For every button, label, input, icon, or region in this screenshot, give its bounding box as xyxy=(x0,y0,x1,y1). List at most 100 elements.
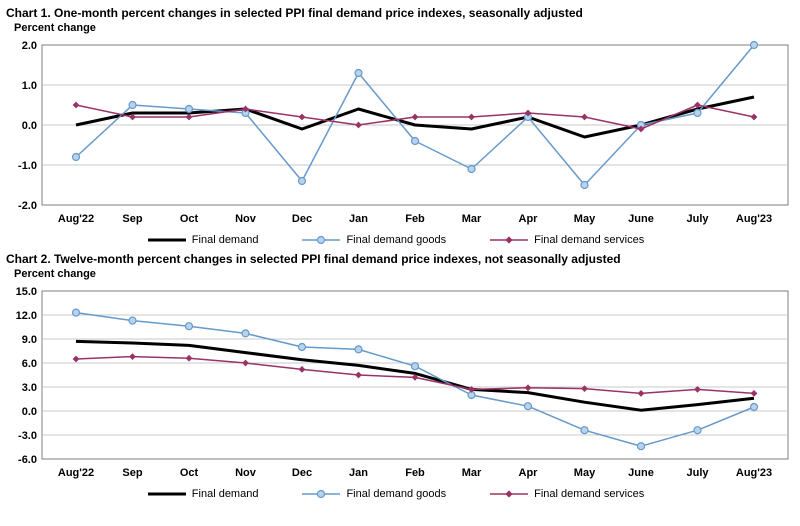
y-tick-label: -2.0 xyxy=(18,200,37,212)
y-tick-label: 0.0 xyxy=(22,406,37,418)
x-tick-label: Sep xyxy=(122,213,142,225)
legend-label: Final demand xyxy=(191,234,259,246)
x-tick-label: Aug'23 xyxy=(736,467,772,479)
x-tick-label: Mar xyxy=(462,213,482,225)
diamond-marker xyxy=(355,121,362,129)
chart-2-svg: -6.0 -3.0 0.0 3.0 6.0 9.0 12.0 15.0 Aug'22 Sep Oct… xyxy=(16,286,789,479)
circle-marker xyxy=(749,40,759,50)
diamond-marker xyxy=(524,384,532,392)
diamond-marker xyxy=(637,390,645,397)
chart1-plot-area: -2.0 -1.0 0.0 1.0 2.0 Aug'22 Sep Oct Nov Dec Jan Fe… xyxy=(2,35,800,231)
circle-marker xyxy=(523,402,533,411)
diamond-marker xyxy=(129,113,136,121)
circle-marker xyxy=(354,68,363,78)
x-tick-label: July xyxy=(686,213,709,225)
legend-label: Final demand services xyxy=(534,234,645,246)
x-tick-label: Aug'23 xyxy=(736,213,772,225)
legend-line-sample xyxy=(490,490,529,498)
y-tick-label: 2.0 xyxy=(22,40,37,52)
chart2-plot-area: -6.0 -3.0 0.0 3.0 6.0 9.0 12.0 15.0 Aug'22 Sep Oct… xyxy=(2,281,800,485)
x-tick-label: May xyxy=(574,467,596,479)
diamond-marker xyxy=(298,113,306,121)
x-tick-label: Feb xyxy=(405,213,425,225)
legend-label: Final demand goods xyxy=(346,488,447,500)
legend-line-sample xyxy=(302,235,341,245)
y-tick-label: -3.0 xyxy=(18,430,37,442)
y-tick-label: -1.0 xyxy=(18,160,37,172)
x-tick-label: Apr xyxy=(519,213,539,225)
legend-item-final-demand: Final demand xyxy=(147,234,259,246)
x-tick-label: May xyxy=(574,213,596,225)
diamond-marker xyxy=(129,353,136,360)
x-tick-label: Aug'22 xyxy=(58,467,94,479)
legend-item-final-demand-goods: Final demand goods xyxy=(302,488,446,500)
y-tick-label: 1.0 xyxy=(22,80,37,92)
y-tick-label: 3.0 xyxy=(22,382,37,394)
circle-marker xyxy=(580,180,589,190)
x-tick-label: Jan xyxy=(349,213,368,225)
diamond-marker xyxy=(355,371,362,379)
circle-marker xyxy=(184,322,194,331)
y-tick-label: 12.0 xyxy=(16,310,37,322)
y-tick-label: 6.0 xyxy=(22,358,37,370)
chart2-section: Chart 2. Twelve-month percent changes in… xyxy=(0,252,800,500)
chart1-y-axis-label: Percent change xyxy=(14,22,96,34)
diamond-marker xyxy=(298,366,306,373)
x-tick-label: Dec xyxy=(292,213,312,225)
circle-marker xyxy=(580,426,589,435)
y-tick-label: 9.0 xyxy=(22,334,37,346)
circle-marker xyxy=(241,329,250,338)
diamond-marker xyxy=(468,386,475,393)
legend-item-final-demand-services: Final demand services xyxy=(490,488,644,500)
y-tick-label: 0.0 xyxy=(22,120,37,132)
x-tick-label: Mar xyxy=(462,467,482,479)
diamond-marker xyxy=(72,101,80,109)
chart2-legend: Final demand Final demand goods Final dema… xyxy=(0,488,792,500)
diamond-marker xyxy=(637,125,645,133)
chart1-legend: Final demand Final demand goods Final dema… xyxy=(0,234,792,246)
x-tick-label: Apr xyxy=(519,467,539,479)
x-tick-label: June xyxy=(628,213,654,225)
legend-item-final-demand-services: Final demand services xyxy=(490,234,644,246)
series-line-final-demand xyxy=(75,339,755,412)
legend-item-final-demand: Final demand xyxy=(147,488,259,500)
circle-marker xyxy=(297,342,307,352)
chart2-title: Chart 2. Twelve-month percent changes in… xyxy=(6,252,621,266)
diamond-marker xyxy=(581,385,588,392)
y-tick-label: 15.0 xyxy=(16,286,37,298)
circle-marker xyxy=(128,316,137,325)
x-tick-label: Sep xyxy=(122,467,142,479)
diamond-marker xyxy=(694,386,701,393)
x-tick-label: Oct xyxy=(180,467,199,479)
circle-marker xyxy=(71,308,81,317)
legend-line-sample xyxy=(147,492,186,496)
diamond-marker xyxy=(411,113,419,121)
circle-marker xyxy=(693,426,702,435)
circle-marker xyxy=(354,345,363,354)
x-tick-label: Oct xyxy=(180,213,199,225)
x-tick-label: Nov xyxy=(235,467,257,479)
legend-label: Final demand xyxy=(191,488,259,500)
circle-marker xyxy=(749,402,759,412)
diamond-marker xyxy=(411,374,419,381)
x-tick-label: Jan xyxy=(349,467,368,479)
diamond-marker xyxy=(750,113,758,121)
diamond-marker xyxy=(694,101,701,109)
legend-label: Final demand services xyxy=(534,488,645,500)
legend-line-sample xyxy=(302,489,341,499)
circle-marker xyxy=(467,164,476,174)
y-tick-label: -6.0 xyxy=(18,454,37,466)
legend-item-final-demand-goods: Final demand goods xyxy=(302,234,446,246)
x-tick-label: Dec xyxy=(292,467,312,479)
x-tick-label: Feb xyxy=(405,467,425,479)
circle-marker xyxy=(693,108,702,118)
diamond-marker xyxy=(185,113,193,121)
chart1-section: Chart 1. One-month percent changes in se… xyxy=(0,6,800,246)
chart2-y-axis-label: Percent change xyxy=(14,268,96,280)
diamond-marker xyxy=(185,354,193,362)
circle-marker xyxy=(410,362,420,371)
diamond-marker xyxy=(581,113,588,121)
diamond-marker xyxy=(524,109,532,117)
legend-line-sample xyxy=(490,236,529,244)
